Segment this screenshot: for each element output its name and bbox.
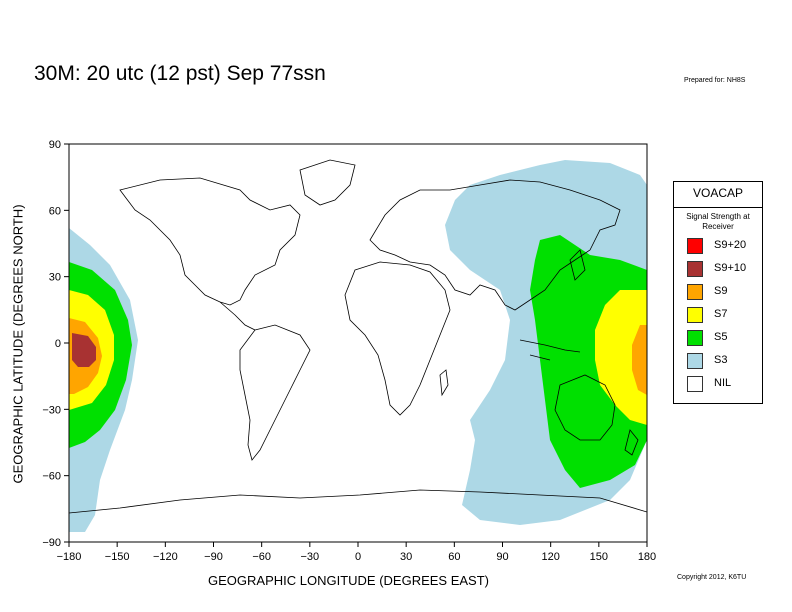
x-tick-label: 150 xyxy=(590,551,608,563)
landmass-south-america xyxy=(239,324,311,461)
coverage-contours xyxy=(69,160,647,532)
landmass-eurasia xyxy=(369,179,621,311)
x-tick-label: 30 xyxy=(400,551,412,563)
contour-s9plus10-west xyxy=(72,333,96,367)
landmass-madagascar xyxy=(439,369,449,397)
landmass-japan xyxy=(569,249,586,281)
x-tick-label: 0 xyxy=(355,551,361,563)
x-tick-label: 120 xyxy=(541,551,559,563)
y-tick-label: −30 xyxy=(42,404,61,416)
x-tick-label: −30 xyxy=(300,551,319,563)
x-tick-label: −90 xyxy=(204,551,223,563)
landmass-africa xyxy=(344,261,451,416)
legend-swatch xyxy=(687,284,703,300)
landmass-new-zealand xyxy=(624,429,639,456)
x-tick-label: −60 xyxy=(252,551,271,563)
x-tick-label: −150 xyxy=(105,551,130,563)
prepared-for-note: Prepared for: NH8S xyxy=(684,77,746,84)
coastlines xyxy=(69,159,647,514)
x-tick-label: 90 xyxy=(496,551,508,563)
legend-swatch xyxy=(687,353,703,369)
legend-swatch xyxy=(687,238,703,254)
landmass-north-america xyxy=(119,177,301,306)
legend-label: S9 xyxy=(714,285,728,297)
legend-label: NIL xyxy=(714,377,732,389)
legend: VOACAP Signal Strength at Receiver S9+20… xyxy=(673,181,763,404)
legend-label: S3 xyxy=(714,354,728,366)
map-title: 30M: 20 utc (12 pst) Sep 77ssn xyxy=(34,62,326,85)
legend-label: S9+20 xyxy=(714,239,747,251)
legend-label: S9+10 xyxy=(714,262,747,274)
y-tick-label: 90 xyxy=(49,139,61,151)
y-tick-label: −90 xyxy=(42,537,61,549)
landmass-greenland xyxy=(299,159,356,206)
legend-label: S5 xyxy=(714,331,728,343)
x-axis: −180 −150 −120 −90 −60 −30 0 30 60 90 120 150 180 xyxy=(57,542,656,563)
x-tick-label: −120 xyxy=(153,551,178,563)
legend-title: VOACAP xyxy=(674,182,762,208)
landmass-antarctica xyxy=(69,489,647,514)
copyright-note: Copyright 2012, K6TU xyxy=(677,574,747,581)
legend-swatch xyxy=(687,261,703,277)
legend-swatch xyxy=(687,376,703,392)
x-tick-label: 60 xyxy=(448,551,460,563)
x-tick-label: 180 xyxy=(638,551,656,563)
x-axis-label: GEOGRAPHIC LONGITUDE (DEGREES EAST) xyxy=(208,573,489,588)
y-tick-label: −60 xyxy=(42,471,61,483)
landmass-indonesia xyxy=(519,339,581,361)
legend-label: S7 xyxy=(714,308,728,320)
y-tick-label: 30 xyxy=(49,272,61,284)
y-tick-label: 0 xyxy=(55,338,61,350)
y-axis: 90 60 30 0 −30 −60 −90 xyxy=(42,139,69,549)
legend-subtitle: Signal Strength at Receiver xyxy=(686,212,750,231)
y-tick-label: 60 xyxy=(49,205,61,217)
landmass-australia xyxy=(554,374,616,441)
landmass-central-america xyxy=(219,301,256,331)
contour-s9 xyxy=(632,325,647,395)
legend-swatch xyxy=(687,330,703,346)
y-axis-label: GEOGRAPHIC LATITUDE (DEGREES NORTH) xyxy=(10,204,26,484)
legend-swatch xyxy=(687,307,703,323)
x-tick-label: −180 xyxy=(57,551,82,563)
